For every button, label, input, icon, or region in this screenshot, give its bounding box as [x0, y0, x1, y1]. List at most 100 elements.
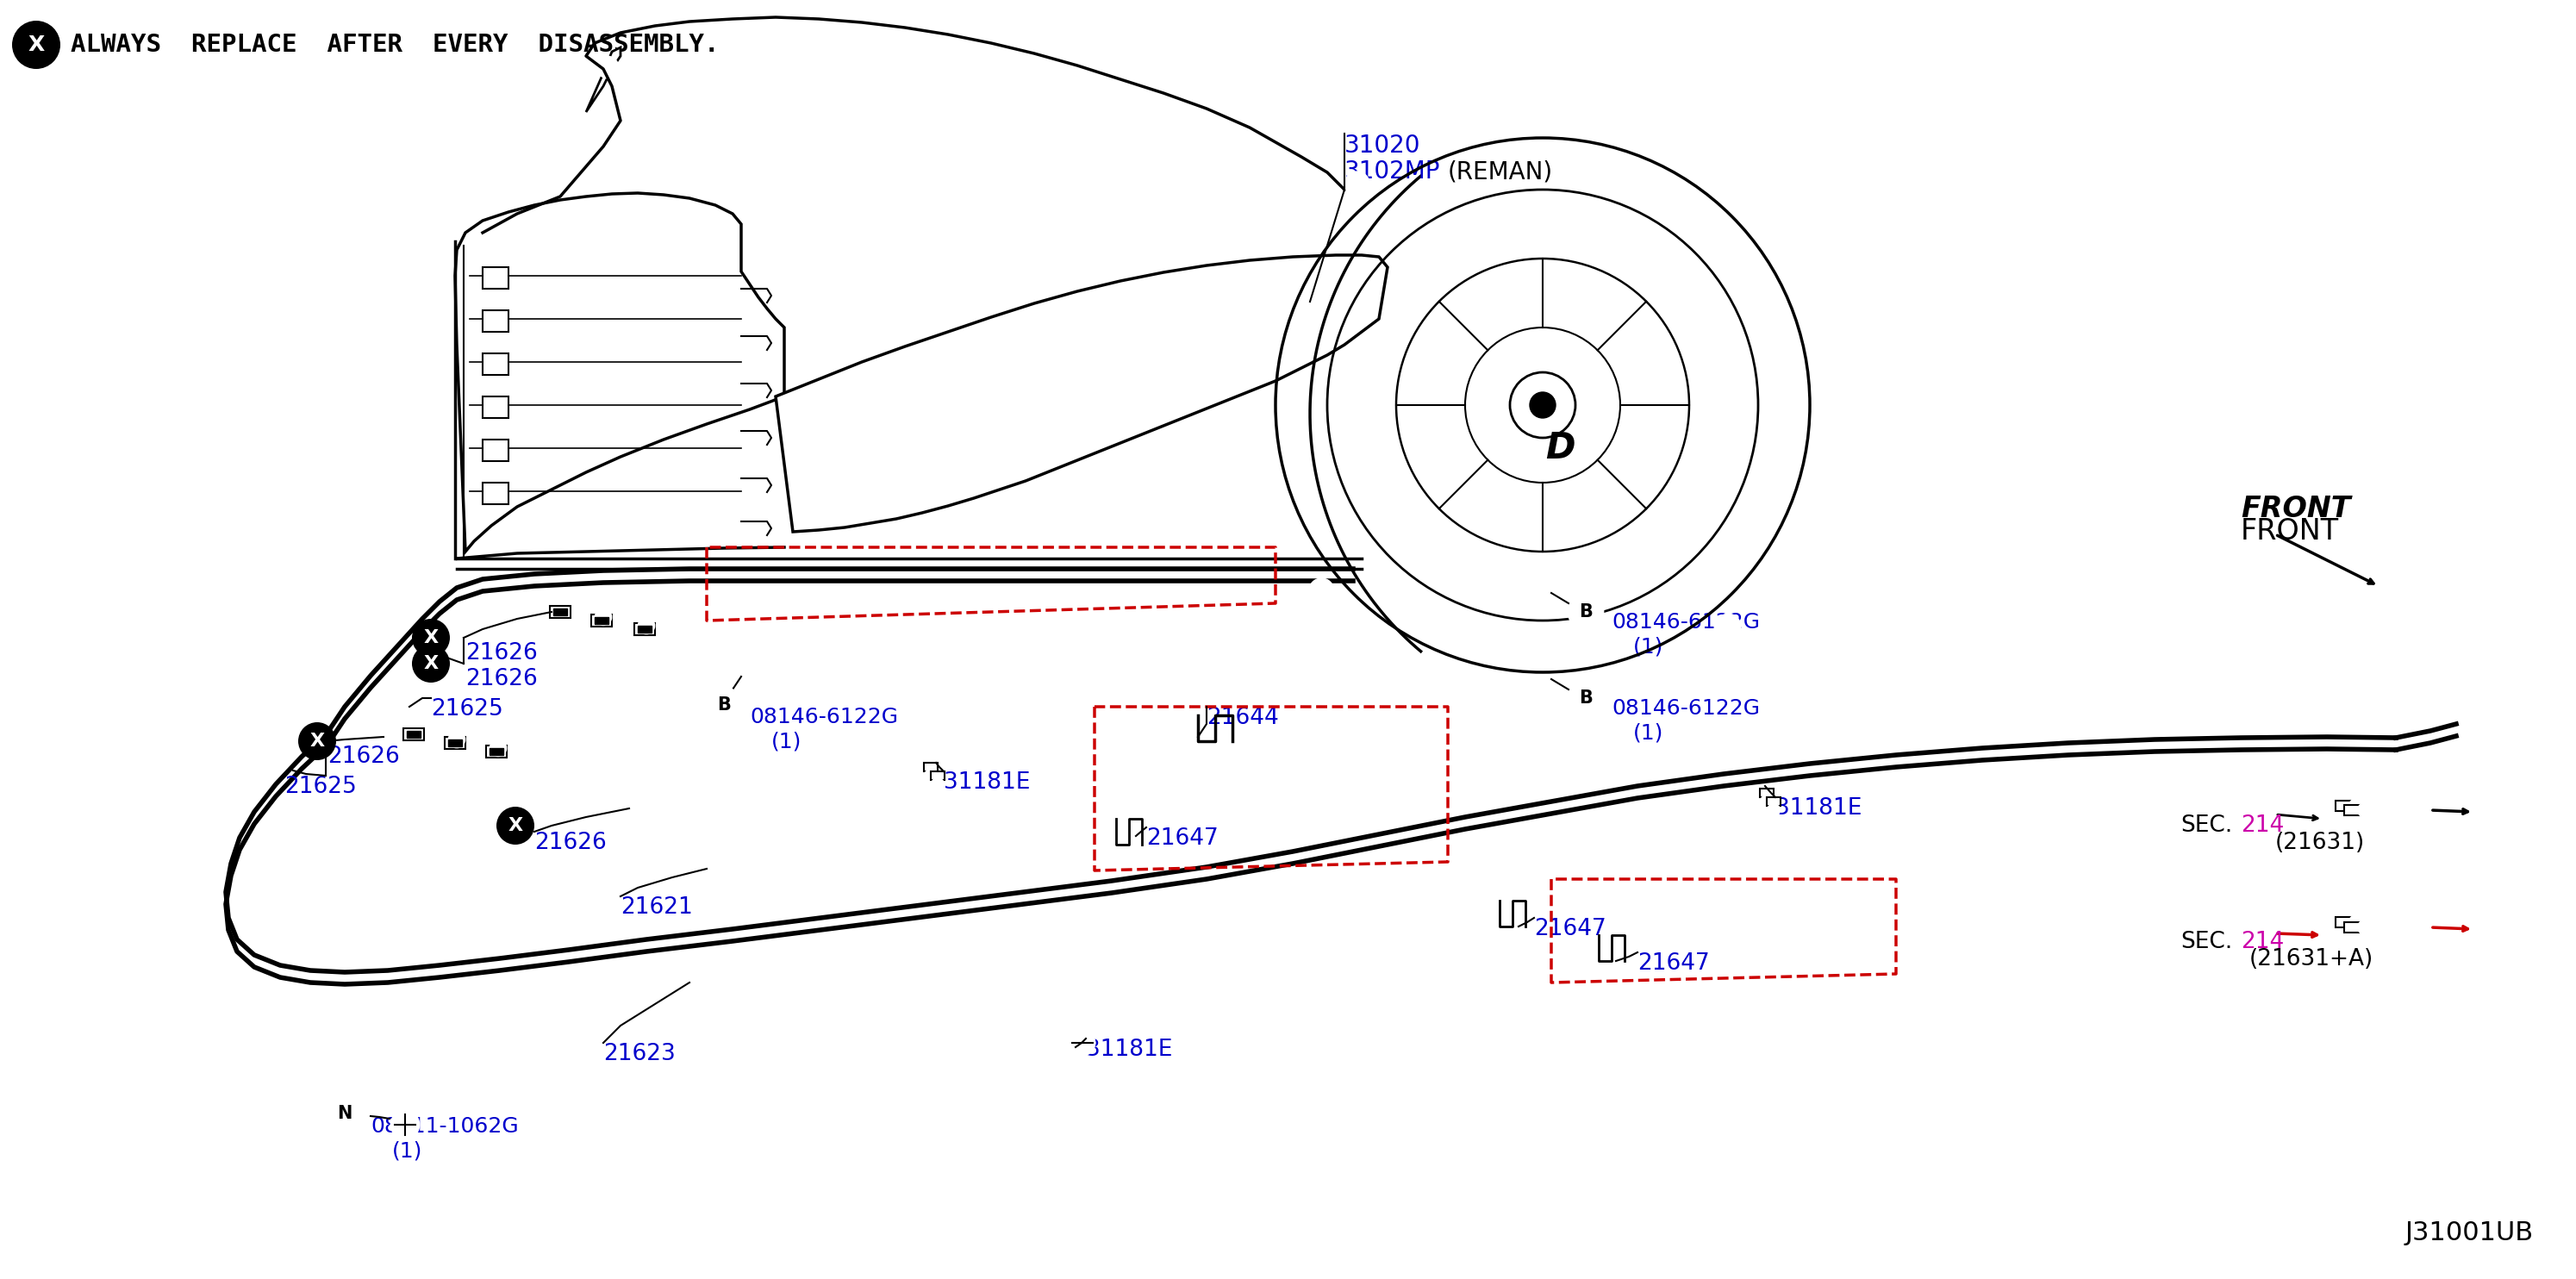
- Circle shape: [299, 723, 335, 760]
- Text: 21647: 21647: [1535, 918, 1607, 940]
- Text: 214: 214: [2241, 815, 2285, 836]
- Text: B: B: [716, 696, 732, 714]
- Circle shape: [1801, 491, 1826, 515]
- Circle shape: [1716, 614, 1741, 638]
- Text: 08911-1062G: 08911-1062G: [371, 1117, 518, 1137]
- Circle shape: [497, 807, 533, 844]
- Circle shape: [598, 56, 618, 78]
- Text: 21625: 21625: [283, 775, 355, 798]
- Polygon shape: [482, 440, 507, 462]
- Text: 21625: 21625: [430, 698, 502, 720]
- Text: (1): (1): [1633, 636, 1664, 656]
- Polygon shape: [482, 353, 507, 375]
- Circle shape: [1767, 804, 1780, 816]
- Text: B: B: [1579, 604, 1592, 620]
- Text: 21626: 21626: [533, 831, 605, 854]
- Text: 31181E: 31181E: [1087, 1039, 1172, 1062]
- Text: 21623: 21623: [603, 1042, 675, 1065]
- Polygon shape: [587, 47, 621, 113]
- Text: 21621: 21621: [621, 897, 693, 918]
- Circle shape: [1569, 595, 1602, 629]
- Circle shape: [13, 20, 59, 69]
- Text: 21647: 21647: [1638, 953, 1710, 975]
- Text: 21626: 21626: [466, 668, 538, 691]
- Text: (1): (1): [1633, 723, 1664, 743]
- Polygon shape: [595, 616, 608, 624]
- Circle shape: [325, 1095, 363, 1132]
- Text: 21626: 21626: [466, 642, 538, 665]
- Text: N: N: [337, 1105, 353, 1122]
- Text: (21631): (21631): [2275, 831, 2365, 854]
- Text: 21644: 21644: [1206, 707, 1278, 729]
- Circle shape: [933, 778, 943, 790]
- Text: ALWAYS  REPLACE  AFTER  EVERY  DISASSEMBLY.: ALWAYS REPLACE AFTER EVERY DISASSEMBLY.: [70, 33, 719, 56]
- Text: SEC.: SEC.: [2179, 931, 2233, 953]
- Polygon shape: [775, 255, 1388, 532]
- Polygon shape: [482, 267, 507, 289]
- Text: FRONT: FRONT: [2241, 494, 2352, 523]
- Text: 21626: 21626: [327, 746, 399, 767]
- Text: X: X: [507, 817, 523, 834]
- Circle shape: [1569, 680, 1602, 715]
- Polygon shape: [592, 614, 613, 627]
- Circle shape: [1762, 796, 1772, 807]
- Text: 31020: 31020: [1345, 133, 1422, 157]
- Polygon shape: [1767, 797, 1780, 806]
- Circle shape: [1432, 664, 1455, 688]
- Text: 31181E: 31181E: [1775, 797, 1862, 820]
- Text: (21631+A): (21631+A): [2249, 948, 2372, 971]
- Circle shape: [412, 619, 451, 656]
- Circle shape: [1345, 171, 1370, 196]
- Polygon shape: [2336, 917, 2352, 927]
- Polygon shape: [639, 625, 652, 633]
- Polygon shape: [489, 748, 502, 755]
- Circle shape: [706, 688, 742, 723]
- Circle shape: [925, 770, 938, 781]
- Text: 3102MP: 3102MP: [1345, 160, 1440, 184]
- Text: (1): (1): [392, 1141, 422, 1161]
- Circle shape: [1530, 393, 1556, 418]
- Polygon shape: [446, 737, 466, 749]
- Text: 08146-6122G: 08146-6122G: [1613, 698, 1759, 719]
- Circle shape: [412, 645, 451, 683]
- Polygon shape: [554, 609, 567, 615]
- Circle shape: [1816, 343, 1839, 367]
- Text: B: B: [1579, 689, 1592, 707]
- Text: (1): (1): [770, 730, 801, 752]
- Polygon shape: [634, 623, 654, 636]
- Polygon shape: [925, 762, 938, 771]
- Circle shape: [1752, 207, 1775, 231]
- Circle shape: [1247, 443, 1270, 467]
- Text: FRONT: FRONT: [2241, 517, 2339, 546]
- Polygon shape: [2344, 922, 2362, 932]
- Text: 214: 214: [2241, 931, 2285, 953]
- Text: X: X: [309, 733, 325, 749]
- Polygon shape: [487, 746, 507, 757]
- Polygon shape: [482, 311, 507, 331]
- Polygon shape: [549, 606, 569, 618]
- Circle shape: [1481, 109, 1504, 133]
- Text: 08146-6122G: 08146-6122G: [1613, 611, 1759, 633]
- Text: 21647: 21647: [1146, 828, 1218, 849]
- Circle shape: [2349, 916, 2362, 929]
- Polygon shape: [482, 396, 507, 418]
- Text: J31001UB: J31001UB: [2406, 1220, 2535, 1246]
- Polygon shape: [930, 771, 945, 780]
- Circle shape: [2349, 799, 2362, 812]
- Text: D: D: [1546, 430, 1574, 467]
- Circle shape: [2357, 921, 2372, 934]
- Text: X: X: [422, 629, 438, 646]
- Circle shape: [489, 741, 505, 756]
- Circle shape: [448, 732, 464, 747]
- Circle shape: [1582, 678, 1605, 701]
- Circle shape: [1309, 578, 1334, 602]
- Polygon shape: [2336, 801, 2352, 811]
- Polygon shape: [1759, 789, 1775, 797]
- Circle shape: [392, 1111, 420, 1138]
- Text: X: X: [422, 655, 438, 673]
- Text: 31181E: 31181E: [943, 771, 1030, 794]
- Polygon shape: [2344, 804, 2362, 815]
- Text: SEC.: SEC.: [2179, 815, 2233, 836]
- Circle shape: [639, 618, 654, 633]
- Polygon shape: [448, 739, 461, 747]
